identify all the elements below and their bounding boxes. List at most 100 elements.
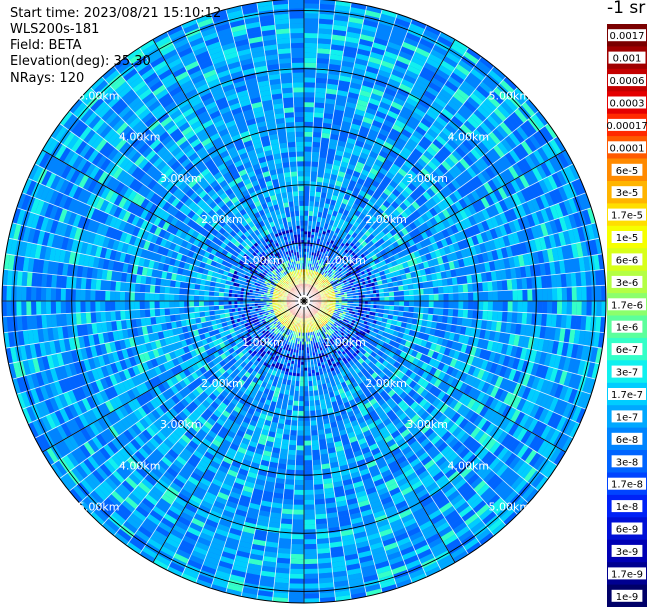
- range-gate-cell: [435, 191, 445, 202]
- range-gate-cell: [433, 286, 439, 295]
- range-gate-cell: [517, 289, 523, 301]
- range-gate-cell: [290, 420, 298, 426]
- range-gate-cell: [335, 264, 339, 269]
- range-gate-cell: [317, 232, 322, 237]
- range-gate-cell: [464, 76, 479, 89]
- ray-gap-line: [303, 87, 518, 302]
- range-gate-cell: [341, 231, 348, 238]
- range-gate-cell: [291, 544, 304, 550]
- range-gate-cell: [443, 185, 453, 196]
- range-gate-cell: [346, 26, 362, 34]
- range-gate-cell: [281, 513, 293, 520]
- range-gate-cell: [418, 294, 424, 301]
- range-gate-cell: [304, 228, 308, 232]
- range-gate-cell: [317, 424, 325, 431]
- range-gate-cell: [596, 285, 602, 301]
- range-gate-cell: [304, 28, 319, 34]
- range-gate-cell: [430, 49, 446, 61]
- range-gate-cell: [432, 314, 438, 323]
- range-gate-cell: [337, 262, 341, 267]
- range-gate-cell: [378, 150, 389, 159]
- range-gate-cell: [314, 87, 327, 94]
- range-gate-cell: [456, 276, 463, 285]
- range-gate-cell: [437, 177, 448, 189]
- range-gate-cell: [450, 213, 460, 225]
- range-gate-cell: [557, 152, 570, 169]
- range-gate-cell: [496, 280, 503, 291]
- range-gate-cell: [528, 152, 541, 167]
- range-gate-cell: [380, 96, 393, 106]
- range-gate-cell: [296, 435, 304, 441]
- range-gate-cell: [521, 202, 532, 216]
- range-gate-cell: [425, 86, 440, 97]
- range-gate-cell: [445, 195, 455, 207]
- range-gate-cell: [476, 222, 486, 234]
- range-gate-cell: [420, 117, 433, 129]
- range-gate-cell: [532, 149, 545, 165]
- range-gate-cell: [424, 200, 433, 211]
- range-gate-cell: [361, 147, 371, 156]
- range-gate-cell: [320, 217, 327, 224]
- range-gate-cell: [388, 36, 404, 47]
- range-gate-cell: [319, 152, 328, 159]
- range-gate-cell: [304, 190, 310, 196]
- range-gate-cell: [416, 75, 431, 86]
- range-gate-cell: [313, 107, 325, 113]
- range-gate-cell: [326, 268, 330, 272]
- range-gate-cell: [538, 179, 549, 194]
- range-gate-cell: [318, 439, 327, 445]
- range-gate-cell: [316, 176, 324, 183]
- range-gate-cell: [325, 275, 329, 279]
- range-gate-cell: [316, 286, 320, 290]
- range-gate-cell: [419, 71, 434, 82]
- range-gate-cell: [393, 159, 404, 168]
- range-gate-cell: [321, 283, 325, 287]
- range-gate-cell: [304, 97, 315, 103]
- range-gate-cell: [325, 283, 329, 287]
- range-gate-cell: [427, 280, 434, 288]
- range-gate-cell: [309, 243, 314, 247]
- range-gate-cell: [406, 246, 414, 255]
- range-gate-cell: [345, 31, 361, 39]
- range-gate-cell: [358, 38, 374, 47]
- range-gate-cell: [400, 164, 411, 174]
- range-gate-cell: [463, 228, 472, 239]
- range-gate-cell: [313, 479, 324, 485]
- range-gate-cell: [362, 19, 379, 28]
- range-gate-cell: [317, 279, 321, 283]
- range-gate-cell: [468, 178, 480, 190]
- range-gate-cell: [370, 124, 381, 133]
- range-gate-cell: [438, 112, 451, 124]
- range-gate-cell: [321, 279, 325, 283]
- range-gate-cell: [347, 163, 356, 171]
- range-gate-cell: [408, 213, 417, 222]
- range-gate-cell: [324, 103, 336, 110]
- range-gate-cell: [487, 301, 493, 311]
- range-gate-cell: [401, 219, 409, 228]
- range-gate-cell: [447, 100, 461, 112]
- range-gate-cell: [492, 290, 498, 301]
- range-gate-cell: [390, 200, 400, 210]
- ray-gap-line: [303, 66, 495, 302]
- range-gate-cell: [405, 32, 421, 43]
- range-gate-cell: [324, 198, 332, 205]
- range-gate-cell: [304, 479, 314, 486]
- range-gate-cell: [291, 534, 304, 540]
- range-gate-cell: [482, 291, 489, 301]
- range-gate-cell: [371, 119, 383, 129]
- range-gate-cell: [406, 156, 417, 166]
- range-gate-cell: [455, 146, 467, 158]
- range-gate-cell: [367, 102, 379, 111]
- range-gate-cell: [531, 167, 543, 182]
- range-gate-cell: [334, 268, 339, 272]
- range-gate-cell: [417, 216, 426, 225]
- range-gate-cell: [420, 94, 434, 106]
- range-gate-cell: [311, 444, 320, 451]
- range-gate-cell: [352, 170, 361, 178]
- range-gate-cell: [571, 301, 577, 316]
- range-gate-cell: [523, 171, 534, 186]
- range-gate-cell: [504, 152, 517, 166]
- range-gate-cell: [371, 180, 381, 188]
- range-gate-cell: [318, 202, 325, 208]
- range-gate-cell: [327, 282, 331, 286]
